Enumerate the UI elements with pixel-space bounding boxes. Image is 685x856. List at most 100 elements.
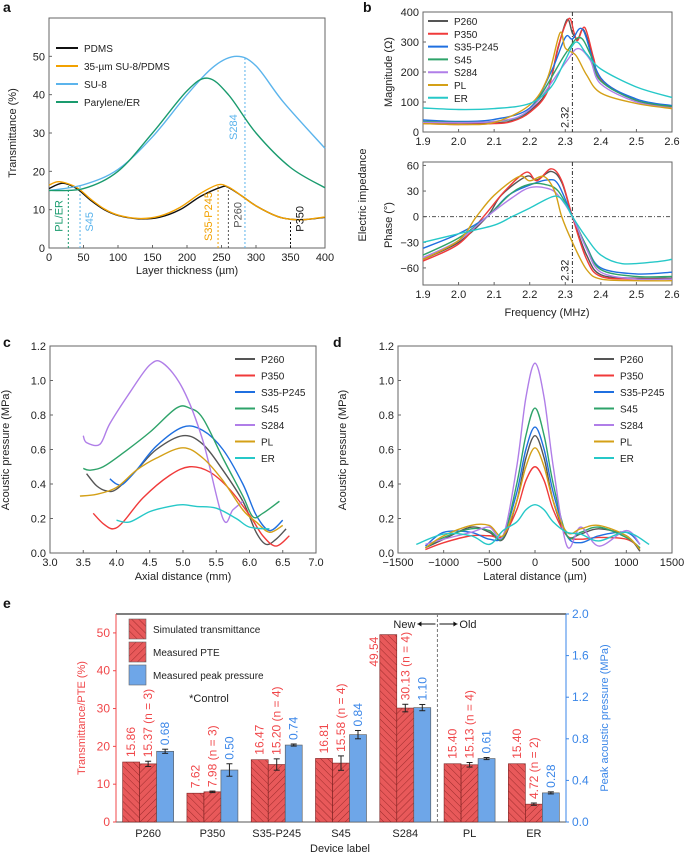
value-label-peak: 0.61 — [480, 730, 494, 754]
bar-measured-peak-pressure — [349, 734, 367, 823]
series-line-s45 — [425, 407, 641, 549]
y-tick-label: 40 — [97, 664, 111, 678]
x-axis-label: Layer thickness (µm) — [136, 265, 238, 277]
bar-measured-pte — [267, 764, 286, 823]
x-tick-label: 500 — [571, 557, 589, 569]
arrow-right-icon — [453, 621, 458, 627]
legend-label: P260 — [261, 355, 285, 366]
x-tick-label: 2.6 — [664, 289, 679, 301]
value-label-peak: 0.50 — [222, 736, 236, 760]
x-tick-label: 2.1 — [486, 136, 501, 148]
x-tick-label: 2.4 — [593, 136, 608, 148]
x-tick-label: 1500 — [660, 557, 684, 569]
y-tick-label: 1.0 — [31, 376, 46, 388]
legend-label: P260 — [620, 355, 644, 366]
bar-simulated-transmittance — [443, 763, 462, 823]
bar-simulated-transmittance — [122, 761, 140, 823]
bar-measured-peak-pressure — [542, 792, 560, 823]
series-line-er — [416, 503, 650, 546]
y-tick-label: 0.0 — [31, 548, 46, 560]
legend-label: S35-P245 — [261, 388, 306, 399]
annotation-old: Old — [459, 619, 476, 631]
panel-letter-c: c — [3, 334, 11, 350]
x-tick-label: 50 — [77, 252, 89, 264]
y-tick-label: 30 — [97, 702, 111, 716]
panel-letter-a: a — [3, 0, 11, 15]
legend-label: P350 — [620, 372, 644, 383]
x-tick-label: 0 — [532, 557, 538, 569]
x-tick-label: 4.5 — [142, 557, 157, 569]
y-tick-label: 20 — [33, 166, 45, 178]
series-line-er — [422, 195, 673, 265]
arrow-left-icon — [417, 621, 422, 627]
value-label-pte: 4.72 (n = 2) — [527, 737, 541, 799]
value-label-pte: 15.37 (n = 3) — [141, 689, 155, 757]
legend-swatch — [128, 641, 147, 663]
bar-measured-peak-pressure — [284, 744, 303, 823]
y-tick-label: 0.2 — [31, 514, 46, 526]
y-axis-label: Acoustic pressure (MPa) — [337, 390, 349, 510]
x-axis-label: Frequency (MHz) — [505, 307, 590, 319]
y-axis-label: Transmittance (%) — [7, 88, 19, 177]
marker-label: P260 — [232, 202, 244, 228]
value-label-peak: 0.28 — [544, 764, 558, 788]
y-tick-label: 0.8 — [31, 410, 46, 422]
y-tick-label: 0 — [413, 212, 419, 224]
legend-label: PL — [261, 438, 274, 449]
y-tick-label: 30 — [33, 128, 45, 140]
panel-letter-d: d — [333, 334, 342, 350]
legend-label: S45 — [620, 405, 638, 416]
y-axis-label: Phase (°) — [383, 202, 395, 248]
value-label-peak: 0.68 — [158, 722, 172, 746]
series-line-er — [422, 41, 673, 111]
y-tick-label: 0 — [39, 243, 45, 255]
value-label-pte: 7.98 (n = 3) — [205, 725, 219, 787]
x-tick-label: −1500 — [383, 557, 414, 569]
bar-measured-pte — [396, 707, 415, 823]
value-label-peak: 0.84 — [351, 703, 365, 727]
y-tick-label: 400 — [401, 7, 419, 19]
x-tick-label: −500 — [477, 557, 502, 569]
legend-label: Measured PTE — [153, 648, 220, 659]
x-tick-label: P350 — [200, 828, 226, 840]
bar-measured-peak-pressure — [156, 750, 174, 823]
y-tick-label: 0.4 — [379, 479, 394, 491]
y2-tick-label: 2.0 — [572, 607, 589, 621]
y2-tick-label: 0.0 — [572, 815, 589, 829]
x-tick-label: 2.6 — [664, 136, 679, 148]
legend-label: 35-µm SU-8/PDMS — [84, 62, 170, 73]
x-tick-label: 1000 — [614, 557, 638, 569]
y-axis-group-label: Electric impedance — [357, 149, 369, 242]
x-tick-label: S35-P245 — [252, 828, 301, 840]
legend-label: PL — [620, 438, 633, 449]
bar-measured-pte — [203, 791, 222, 823]
series-line-p260 — [422, 170, 673, 280]
legend-swatch — [128, 618, 147, 640]
y-tick-label: 10 — [33, 205, 45, 217]
x-tick-label: 6.5 — [275, 557, 290, 569]
y-axis-label: Acoustic pressure (MPa) — [0, 390, 12, 510]
legend-label: S45 — [261, 405, 279, 416]
y-tick-label: −30 — [400, 237, 419, 249]
series-line-su-8 — [48, 55, 326, 192]
series-line-p260 — [425, 434, 641, 552]
value-label-peak: 1.10 — [415, 677, 429, 701]
marker-label: S284 — [228, 114, 240, 140]
bar-simulated-transmittance — [379, 634, 398, 823]
bar-measured-pte — [460, 764, 479, 823]
series-line-s284 — [422, 186, 673, 281]
series-line-s284 — [425, 362, 641, 549]
legend-label: SU-8 — [84, 80, 107, 91]
y-tick-label: 1.0 — [379, 376, 394, 388]
y-tick-label: 1.2 — [379, 341, 394, 353]
marker-label: PL/ER — [53, 200, 65, 232]
series-line-p350 — [425, 466, 641, 551]
x-tick-label: 2.0 — [451, 289, 466, 301]
bar-measured-peak-pressure — [477, 758, 496, 823]
x-tick-label: 2.5 — [629, 289, 644, 301]
annotation-new: New — [393, 619, 415, 631]
y-tick-label: 200 — [401, 67, 419, 79]
y2-tick-label: 1.2 — [572, 690, 589, 704]
y-tick-label: 0.6 — [31, 445, 46, 457]
x-tick-label: PL — [463, 828, 476, 840]
